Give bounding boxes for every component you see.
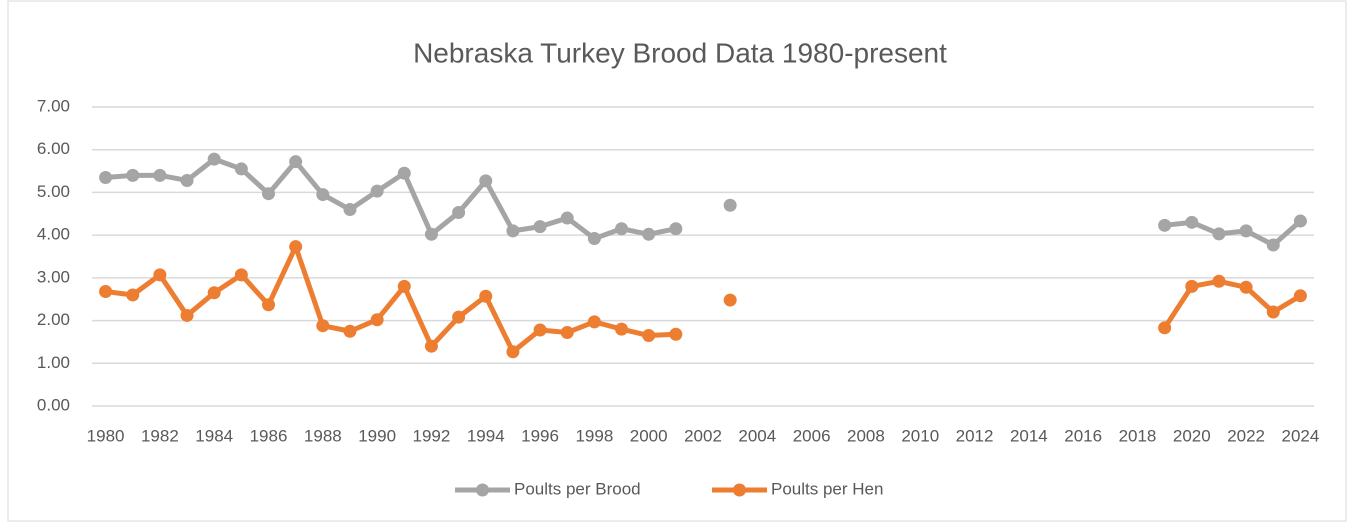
y-tick-label: 7.00: [37, 96, 70, 115]
point: [560, 326, 574, 340]
point: [1293, 289, 1307, 303]
chart-border: [7, 0, 1347, 522]
point: [506, 224, 520, 238]
point: [1185, 279, 1199, 293]
point: [316, 319, 330, 333]
point: [669, 327, 683, 341]
point: [234, 162, 248, 176]
y-tick-label: 6.00: [37, 139, 70, 158]
point: [452, 310, 466, 324]
x-tick-label: 2006: [793, 426, 831, 445]
point: [479, 174, 493, 188]
point: [560, 211, 574, 225]
point: [1212, 227, 1226, 241]
point: [262, 298, 276, 312]
x-tick-label: 2016: [1064, 426, 1102, 445]
x-tick-label: 2018: [1119, 426, 1157, 445]
x-tick-label: 1994: [467, 426, 505, 445]
point: [587, 232, 601, 246]
point: [723, 293, 737, 307]
y-tick-label: 5.00: [37, 182, 70, 201]
x-tick-label: 1980: [87, 426, 125, 445]
x-tick-label: 2024: [1282, 426, 1320, 445]
point: [207, 152, 221, 166]
point: [533, 220, 547, 234]
point: [506, 345, 520, 359]
point: [99, 170, 113, 184]
point: [1185, 215, 1199, 229]
y-tick-label: 2.00: [37, 310, 70, 329]
point: [615, 222, 629, 236]
point: [343, 324, 357, 338]
point: [1212, 274, 1226, 288]
point: [452, 206, 466, 220]
point: [642, 227, 656, 241]
x-tick-label: 2000: [630, 426, 668, 445]
x-tick-label: 1986: [250, 426, 288, 445]
x-tick-label: 1984: [195, 426, 233, 445]
point: [370, 184, 384, 198]
point: [723, 198, 737, 212]
x-tick-label: 1982: [141, 426, 179, 445]
point: [1239, 224, 1253, 238]
point: [370, 313, 384, 327]
y-tick-label: 3.00: [37, 267, 70, 286]
point: [316, 188, 330, 202]
y-tick-label: 4.00: [37, 225, 70, 244]
x-tick-label: 2014: [1010, 426, 1048, 445]
point: [289, 240, 303, 254]
point: [424, 339, 438, 353]
x-tick-label: 1998: [575, 426, 613, 445]
x-tick-label: 2012: [956, 426, 994, 445]
point: [180, 173, 194, 187]
point: [424, 227, 438, 241]
x-tick-label: 2020: [1173, 426, 1211, 445]
legend-marker: [733, 483, 746, 497]
point: [343, 203, 357, 217]
point: [397, 166, 411, 180]
point: [289, 155, 303, 169]
point: [126, 288, 140, 302]
point: [207, 286, 221, 300]
point: [533, 323, 547, 337]
point: [126, 168, 140, 182]
legend-marker: [476, 483, 489, 497]
chart-title: Nebraska Turkey Brood Data 1980-present: [413, 37, 947, 68]
point: [1158, 218, 1172, 232]
point: [642, 329, 656, 343]
x-tick-label: 2008: [847, 426, 885, 445]
x-tick-label: 1996: [521, 426, 559, 445]
point: [234, 268, 248, 282]
x-tick-label: 2004: [738, 426, 776, 445]
point: [1266, 305, 1280, 319]
point: [153, 268, 167, 282]
y-tick-label: 1.00: [37, 353, 70, 372]
legend-label: Poults per Hen: [771, 479, 883, 498]
x-tick-label: 1992: [413, 426, 451, 445]
x-tick-label: 1988: [304, 426, 342, 445]
point: [1239, 280, 1253, 294]
point: [262, 187, 276, 201]
x-tick-label: 2010: [901, 426, 939, 445]
point: [479, 289, 493, 303]
x-tick-label: 2002: [684, 426, 722, 445]
x-tick-label: 2022: [1227, 426, 1265, 445]
legend-label: Poults per Brood: [514, 479, 641, 498]
point: [397, 279, 411, 293]
y-tick-label: 0.00: [37, 395, 70, 414]
point: [615, 322, 629, 336]
point: [669, 222, 683, 236]
point: [1158, 321, 1172, 335]
point: [180, 308, 194, 322]
point: [587, 315, 601, 329]
x-tick-label: 1990: [358, 426, 396, 445]
point: [1266, 238, 1280, 252]
point: [153, 168, 167, 182]
point: [99, 285, 113, 299]
point: [1293, 214, 1307, 228]
